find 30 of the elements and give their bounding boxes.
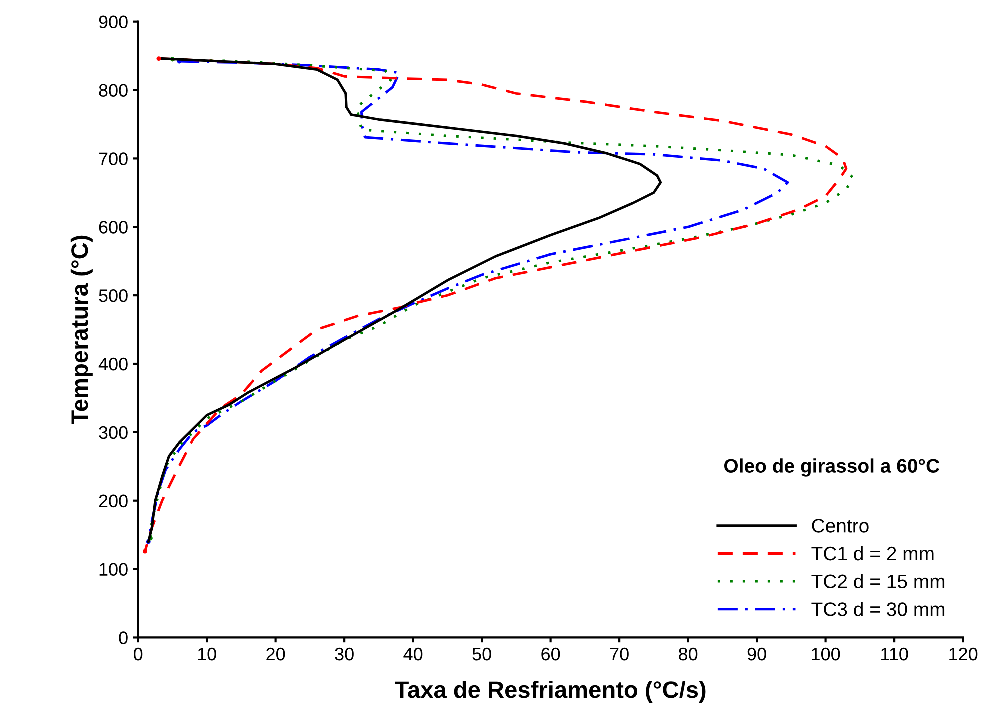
y-tick-label: 900 [99, 16, 128, 29]
y-axis-title: Temperatura (°C) [70, 236, 93, 425]
x-tick-label: 10 [198, 648, 216, 661]
x-tick-label: 60 [542, 648, 560, 661]
legend-label: TC3 d = 30 mm [812, 602, 945, 616]
x-tick-label: 90 [748, 648, 766, 661]
x-tick-label: 40 [404, 648, 423, 661]
x-tick-label: 110 [882, 648, 908, 661]
legend-label: Centro [812, 519, 869, 533]
y-tick-label: 800 [99, 84, 128, 97]
x-tick-label: 70 [610, 648, 629, 661]
x-tick-label: 30 [335, 648, 354, 661]
x-tick-label: 50 [472, 648, 492, 661]
x-tick-label: 0 [134, 648, 143, 661]
y-tick-label: 600 [99, 221, 128, 234]
y-tick-label: 400 [98, 358, 128, 371]
y-tick-label: 200 [99, 494, 128, 508]
x-axis-title: Taxa de Resfriamento (°C/s) [395, 680, 706, 703]
x-tick-label: 120 [950, 648, 978, 661]
x-tick-label: 80 [679, 648, 698, 661]
legend-title: Oleo de girassol a 60°C [724, 458, 940, 477]
y-tick-label: 700 [99, 152, 128, 166]
x-tick-label: 20 [266, 648, 286, 661]
legend-label: TC1 d = 2 mm [812, 546, 934, 561]
y-tick-label: 300 [99, 426, 128, 440]
y-tick-label: 500 [99, 290, 128, 302]
x-tick-label: 100 [812, 648, 840, 661]
y-tick-label: 0 [119, 632, 128, 644]
legend-label: TC2 d = 15 mm [812, 574, 945, 589]
y-tick-label: 100 [100, 563, 128, 576]
